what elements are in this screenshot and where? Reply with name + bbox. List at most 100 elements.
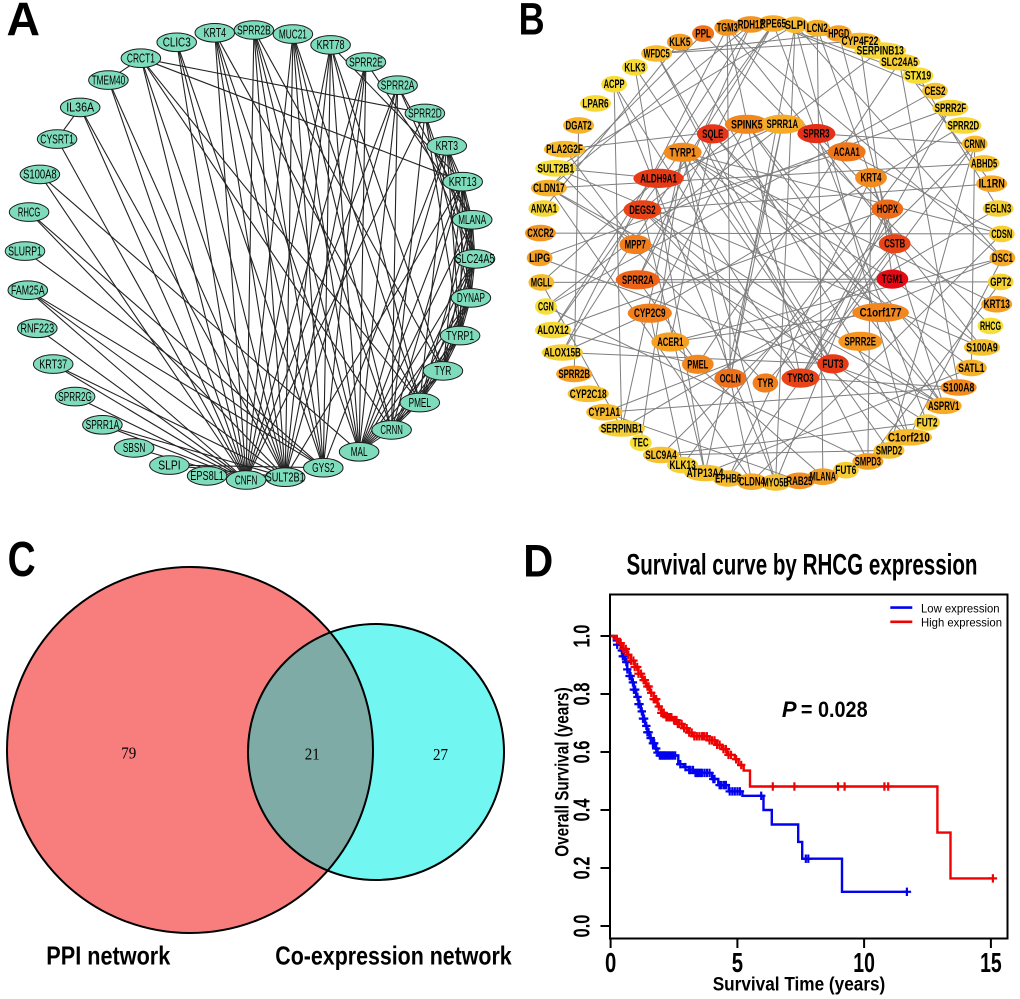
svg-text:CYP1A1: CYP1A1: [589, 407, 621, 419]
svg-text:DYNAP: DYNAP: [457, 291, 485, 305]
svg-text:SPINK5: SPINK5: [731, 119, 763, 131]
svg-text:ALOX15B: ALOX15B: [544, 348, 581, 360]
svg-text:MLANA: MLANA: [458, 213, 486, 227]
svg-text:SLC24A5: SLC24A5: [455, 252, 494, 266]
svg-text:PLA2G2F: PLA2G2F: [546, 144, 583, 156]
svg-text:SPRR2A: SPRR2A: [381, 79, 415, 93]
svg-text:Survival Time (years): Survival Time (years): [713, 975, 886, 996]
svg-text:DEGS2: DEGS2: [629, 205, 655, 217]
svg-text:KRT78: KRT78: [317, 38, 345, 52]
svg-text:Overall Survival (years): Overall Survival (years): [553, 687, 574, 856]
svg-text:SBSN: SBSN: [123, 441, 145, 455]
svg-text:P: P: [782, 697, 797, 722]
svg-text:0.6: 0.6: [569, 741, 595, 764]
svg-text:Survival curve by RHCG express: Survival curve by RHCG expression: [627, 549, 978, 582]
svg-text:0.4: 0.4: [569, 798, 595, 821]
svg-text:TYR: TYR: [435, 364, 452, 378]
svg-text:TYRP1: TYRP1: [670, 147, 697, 159]
svg-text:SLURP1: SLURP1: [8, 244, 42, 258]
svg-text:FUT6: FUT6: [835, 465, 856, 477]
svg-text:KRT3: KRT3: [436, 139, 458, 153]
svg-text:CYP2C18: CYP2C18: [570, 389, 607, 401]
svg-text:CLIC3: CLIC3: [163, 36, 191, 50]
svg-text:CYSRT1: CYSRT1: [40, 132, 74, 146]
svg-text:KLK3: KLK3: [624, 62, 645, 74]
svg-text:SPRR2F: SPRR2F: [935, 103, 967, 115]
svg-text:SPRR2E: SPRR2E: [349, 55, 383, 69]
svg-text:SPRR1A: SPRR1A: [767, 119, 799, 131]
svg-text:ALOX12: ALOX12: [537, 325, 569, 337]
svg-text:CLDN4: CLDN4: [739, 477, 766, 489]
svg-text:0.0: 0.0: [569, 915, 595, 938]
svg-text:MLANA: MLANA: [810, 472, 836, 484]
svg-text:RHCG: RHCG: [980, 321, 1001, 333]
svg-text:= 0.028: = 0.028: [801, 697, 868, 722]
svg-text:High expression: High expression: [921, 615, 1002, 629]
svg-text:TYRO3: TYRO3: [787, 373, 813, 385]
svg-text:C1orf177: C1orf177: [860, 308, 902, 320]
svg-text:KRT13: KRT13: [449, 175, 477, 189]
svg-text:ACAA1: ACAA1: [834, 147, 861, 159]
svg-text:KRT37: KRT37: [39, 357, 67, 371]
svg-text:RHCG: RHCG: [18, 205, 40, 219]
svg-text:EPHB6: EPHB6: [715, 474, 741, 486]
svg-text:ATP13A4: ATP13A4: [687, 468, 724, 480]
svg-text:SPRR2G: SPRR2G: [58, 390, 92, 404]
svg-text:KRT13: KRT13: [984, 299, 1010, 311]
svg-text:SULT2B1: SULT2B1: [266, 471, 305, 485]
svg-text:SLC24A5: SLC24A5: [881, 57, 918, 69]
svg-text:KLK5: KLK5: [669, 37, 690, 49]
svg-text:CLDN17: CLDN17: [533, 183, 565, 195]
svg-text:RPE65: RPE65: [760, 19, 787, 31]
svg-text:S100A8: S100A8: [943, 383, 975, 395]
svg-text:GYS2: GYS2: [312, 461, 334, 475]
svg-text:CSTB: CSTB: [884, 239, 905, 251]
svg-text:IL36A: IL36A: [66, 101, 95, 115]
svg-text:ACER1: ACER1: [657, 337, 684, 349]
svg-text:CYP4F22: CYP4F22: [842, 36, 879, 48]
svg-text:RDH12: RDH12: [738, 19, 764, 31]
svg-text:S100A9: S100A9: [966, 342, 998, 354]
svg-text:LIPG: LIPG: [529, 253, 550, 265]
svg-text:79: 79: [121, 744, 136, 763]
svg-text:SPRR3: SPRR3: [803, 129, 829, 141]
svg-text:Low expression: Low expression: [921, 601, 1000, 615]
svg-text:SERPINB13: SERPINB13: [857, 46, 904, 58]
svg-text:FUT2: FUT2: [917, 418, 938, 430]
svg-text:LCN2: LCN2: [807, 23, 828, 35]
svg-text:TEC: TEC: [633, 438, 649, 450]
svg-text:SLPI: SLPI: [158, 458, 180, 472]
svg-text:CGN: CGN: [538, 302, 554, 314]
svg-text:HOPX: HOPX: [877, 204, 898, 216]
svg-text:5: 5: [732, 947, 743, 978]
svg-text:SPRR2A: SPRR2A: [622, 275, 654, 287]
svg-text:MUC21: MUC21: [279, 27, 307, 41]
svg-text:27: 27: [433, 745, 448, 764]
svg-text:RAB25: RAB25: [786, 476, 813, 488]
svg-text:STX19: STX19: [905, 71, 931, 83]
svg-text:DGAT2: DGAT2: [566, 120, 592, 132]
svg-text:KRT4: KRT4: [204, 26, 226, 40]
svg-text:CXCR2: CXCR2: [527, 228, 553, 240]
svg-text:1.0: 1.0: [569, 625, 595, 648]
svg-text:SULT2B1: SULT2B1: [537, 163, 574, 175]
svg-text:TYR: TYR: [758, 378, 774, 390]
svg-text:PPI network: PPI network: [46, 940, 170, 970]
svg-text:TMEM40: TMEM40: [92, 73, 126, 87]
svg-text:MGLL: MGLL: [531, 277, 552, 289]
svg-text:0.8: 0.8: [569, 682, 595, 705]
svg-text:SMPD2: SMPD2: [876, 445, 902, 457]
svg-text:C: C: [8, 533, 36, 587]
svg-text:PMEL: PMEL: [409, 396, 431, 410]
svg-text:RNF223: RNF223: [21, 322, 55, 336]
svg-text:TYRP1: TYRP1: [446, 329, 474, 343]
svg-text:SPRR2D: SPRR2D: [948, 120, 980, 132]
svg-text:MAL: MAL: [351, 445, 368, 459]
svg-text:B: B: [519, 0, 545, 45]
svg-text:ACPP: ACPP: [604, 79, 625, 91]
svg-text:TGM3: TGM3: [717, 23, 738, 35]
svg-text:D: D: [523, 535, 553, 586]
svg-text:SQLE: SQLE: [702, 129, 723, 141]
svg-text:KRT4: KRT4: [861, 173, 882, 185]
svg-text:15: 15: [980, 947, 1002, 978]
